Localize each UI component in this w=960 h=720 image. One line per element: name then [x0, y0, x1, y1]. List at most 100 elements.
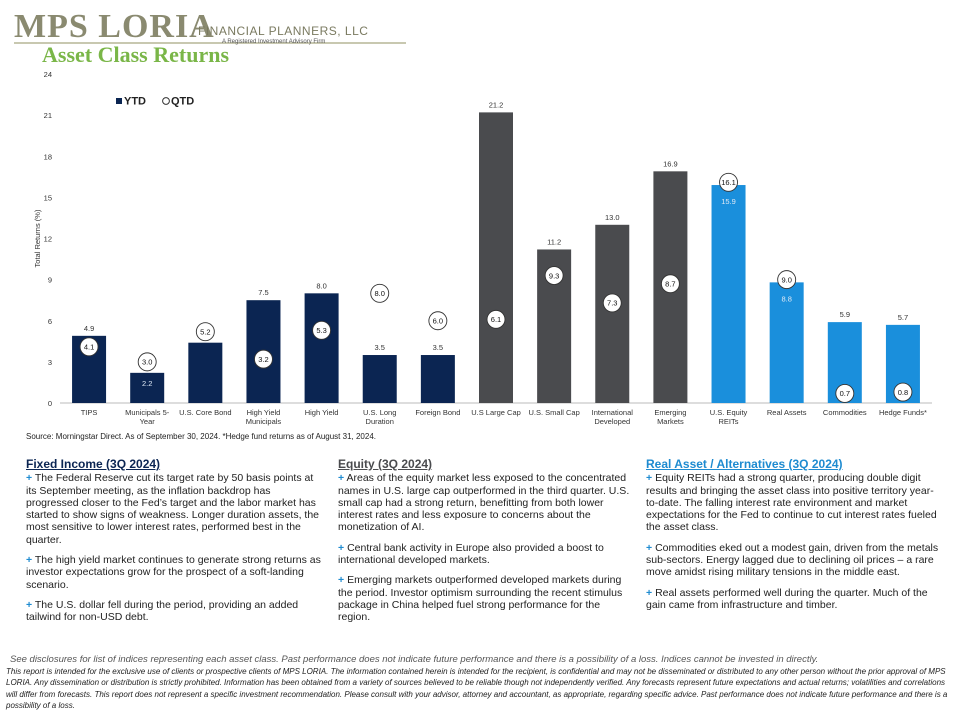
qtd-marker	[370, 283, 390, 303]
qtd-marker	[137, 352, 157, 372]
legend-ytd-label: YTD	[124, 96, 146, 108]
logo-rule	[14, 42, 406, 44]
fixed-income-point: + The U.S. dollar fell during the period…	[26, 598, 299, 624]
qtd-marker	[602, 293, 622, 313]
x-category-label: Municipals 5-	[125, 408, 170, 417]
qtd-marker	[79, 337, 99, 357]
ytd-bar	[362, 355, 397, 403]
ytd-value-label: 8.8	[781, 294, 791, 303]
qtd-marker	[486, 309, 506, 329]
qtd-value-label: 0.7	[840, 389, 850, 398]
plus-icon: +	[26, 554, 33, 567]
logo-subtitle: FINANCIAL PLANNERS, LLC	[198, 24, 369, 38]
qtd-marker	[428, 311, 448, 331]
x-category-label: Developed	[594, 417, 630, 426]
real-assets-point: + Commodities eked out a modest gain, dr…	[646, 541, 939, 579]
disclosure-line: See disclosures for list of indices repr…	[10, 654, 819, 665]
ytd-value-label: 3.5	[433, 343, 443, 352]
plus-icon: +	[646, 541, 653, 554]
ytd-bar	[130, 372, 165, 403]
x-category-label: Duration	[366, 417, 394, 426]
x-category-label: Municipals	[246, 417, 282, 426]
qtd-value-label: 8.7	[665, 280, 675, 289]
qtd-value-label: 7.3	[607, 299, 617, 308]
ytd-value-label: 4.9	[84, 324, 94, 333]
x-category-label: Commodities	[823, 408, 867, 417]
x-category-label: U.S. Long	[363, 408, 396, 417]
logo-wordmark: MPS LORIA	[14, 8, 215, 45]
real-assets-point: + Real assets performed well during the …	[646, 586, 928, 611]
x-category-label: U.S Large Cap	[471, 408, 521, 417]
qtd-value-label: 5.3	[316, 326, 326, 335]
plus-icon: +	[646, 586, 653, 599]
qtd-marker	[660, 274, 680, 294]
qtd-marker	[777, 270, 797, 290]
equity-point: + Central bank activity in Europe also p…	[338, 541, 604, 567]
fixed-income-heading: Fixed Income (3Q 2024)	[26, 457, 161, 471]
qtd-value-label: 6.0	[433, 317, 443, 326]
x-category-label: Year	[140, 417, 156, 426]
legend-qtd-label: QTD	[171, 96, 194, 108]
qtd-value-label: 0.8	[898, 388, 908, 397]
qtd-value-label: 6.1	[491, 315, 501, 324]
ytd-value-label: 21.2	[489, 100, 504, 109]
qtd-value-label: 3.0	[142, 358, 152, 367]
plus-icon: +	[646, 472, 653, 485]
x-category-label: Markets	[657, 417, 684, 426]
ytd-value-label: 3.5	[375, 343, 385, 352]
ytd-value-label: 2.2	[142, 379, 152, 388]
fixed-income-point: + The high yield market continues to gen…	[26, 554, 321, 591]
equity-commentary: Equity (3Q 2024) + Areas of the equity m…	[338, 458, 630, 632]
x-category-label: U.S. Equity	[710, 408, 748, 417]
y-tick-label: 9	[48, 276, 52, 285]
fixed-income-point: + The Federal Reserve cut its target rat…	[26, 472, 320, 546]
ytd-bar	[479, 112, 513, 403]
x-category-label: Emerging	[654, 408, 686, 417]
ytd-value-label: 11.2	[547, 237, 561, 246]
ytd-value-label: 5.9	[840, 310, 850, 319]
ytd-value-label: 13.0	[605, 213, 620, 222]
ytd-value-label: 16.9	[663, 159, 678, 168]
legal-disclaimer: This report is intended for the exclusiv…	[6, 667, 948, 710]
ytd-value-label: 7.5	[258, 288, 268, 297]
qtd-marker	[893, 382, 913, 402]
fixed-income-commentary: Fixed Income (3Q 2024) + The Federal Res…	[26, 458, 322, 632]
qtd-marker	[544, 266, 564, 285]
y-tick-label: 12	[44, 235, 52, 244]
equity-point: + Emerging markets outperformed develope…	[338, 574, 623, 624]
y-axis-label: Total Returns (%)	[33, 209, 42, 267]
y-tick-label: 18	[44, 152, 52, 161]
ytd-bar	[188, 342, 223, 403]
x-category-label: High Yield	[305, 408, 339, 417]
legend-ytd-swatch	[116, 98, 122, 104]
qtd-marker	[312, 320, 332, 340]
x-category-label: Foreign Bond	[415, 408, 460, 417]
plus-icon: +	[338, 472, 345, 485]
y-tick-label: 3	[48, 358, 52, 367]
real-assets-commentary: Real Asset / Alternatives (3Q 2024) + Eq…	[646, 458, 942, 619]
firm-logo: MPS LORIA FINANCIAL PLANNERS, LLC A Regi…	[14, 8, 414, 50]
y-tick-label: 15	[44, 193, 52, 202]
ytd-bar	[304, 293, 339, 403]
ytd-bar	[420, 355, 455, 403]
qtd-value-label: 4.1	[84, 343, 94, 352]
plus-icon: +	[26, 472, 33, 485]
qtd-marker	[835, 383, 855, 403]
y-tick-label: 0	[48, 399, 52, 408]
y-tick-label: 6	[48, 317, 52, 326]
x-category-label: U.S. Small Cap	[528, 408, 579, 417]
legend-qtd-swatch	[162, 97, 170, 105]
x-category-label: TIPS	[81, 408, 98, 417]
plus-icon: +	[338, 574, 345, 587]
logo-tagline: A Registered Investment Advisory Firm	[222, 39, 326, 45]
ytd-value-label: 15.9	[721, 197, 736, 206]
x-category-label: High Yield	[247, 408, 281, 417]
equity-point: + Areas of the equity market less expose…	[338, 472, 630, 534]
qtd-value-label: 3.2	[258, 355, 268, 364]
x-category-label: Hedge Funds*	[879, 408, 927, 417]
real-assets-point: + Equity REITs had a strong quarter, pro…	[646, 472, 937, 534]
plus-icon: +	[338, 541, 345, 554]
x-category-label: REITs	[719, 417, 739, 426]
ytd-value-label: 5.7	[898, 313, 908, 322]
ytd-value-label: 8.0	[316, 281, 326, 290]
